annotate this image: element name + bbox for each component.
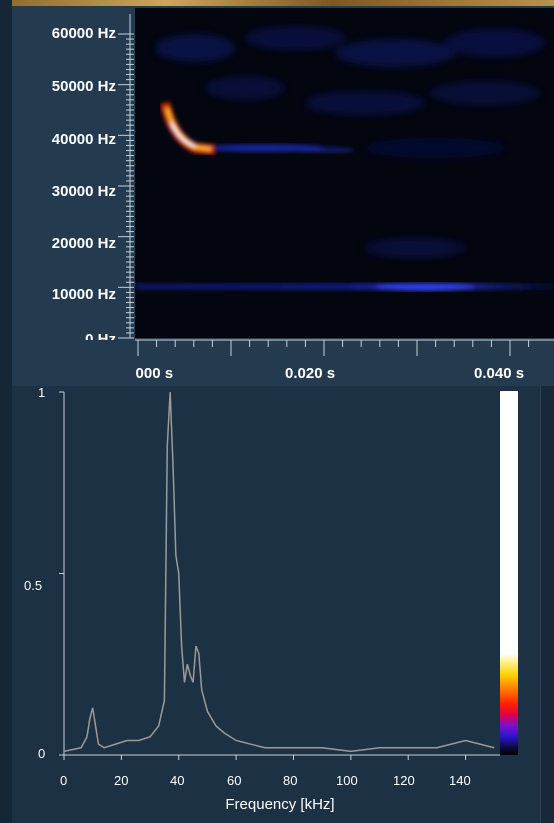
y-label-30k: 30000 Hz — [51, 183, 116, 200]
x-label-0: 0.000 s — [135, 365, 174, 382]
y-label-60k: 60000 Hz — [51, 25, 116, 42]
fft-x-axis-title: Frequency [kHz] — [225, 796, 335, 813]
y-label-10k: 10000 Hz — [51, 286, 116, 303]
x-label-020: 0.020 s — [285, 365, 336, 382]
fft-tick-marks — [59, 391, 467, 760]
panel-divider — [540, 386, 554, 823]
fft-panel — [12, 386, 554, 823]
y-tick-marks — [118, 33, 134, 339]
fft-y-label-0: 0 — [38, 746, 46, 761]
window-top-strip — [0, 0, 554, 6]
y-label-0: 0 Hz — [85, 331, 116, 340]
fft-x-label-80: 80 — [283, 773, 298, 788]
fft-x-label-20: 20 — [114, 773, 129, 788]
fft-x-label-40: 40 — [170, 773, 185, 788]
spectrogram-axes — [118, 14, 554, 356]
left-edge-panel — [0, 0, 12, 823]
fft-x-label-120: 120 — [393, 773, 415, 788]
fft-y-label-1: 1 — [38, 385, 46, 400]
x-tick-marks — [137, 340, 530, 356]
fft-x-label-60: 60 — [227, 773, 242, 788]
fft-x-label-0: 0 — [60, 773, 68, 788]
y-label-20k: 20000 Hz — [51, 235, 116, 252]
fft-x-label-140: 140 — [449, 773, 471, 788]
y-label-50k: 50000 Hz — [51, 78, 116, 95]
fft-series-line — [63, 391, 495, 753]
fft-y-label-05: 0.5 — [24, 578, 43, 593]
y-label-40k: 40000 Hz — [51, 131, 116, 148]
x-label-clip: 0.000 s — [135, 365, 195, 385]
spectrogram-canvas[interactable] — [135, 8, 554, 338]
fft-x-label-100: 100 — [336, 773, 358, 788]
spectrogram-heatmap — [135, 8, 554, 338]
x-label-040: 0.040 s — [474, 365, 525, 382]
colormap-legend — [500, 391, 518, 755]
